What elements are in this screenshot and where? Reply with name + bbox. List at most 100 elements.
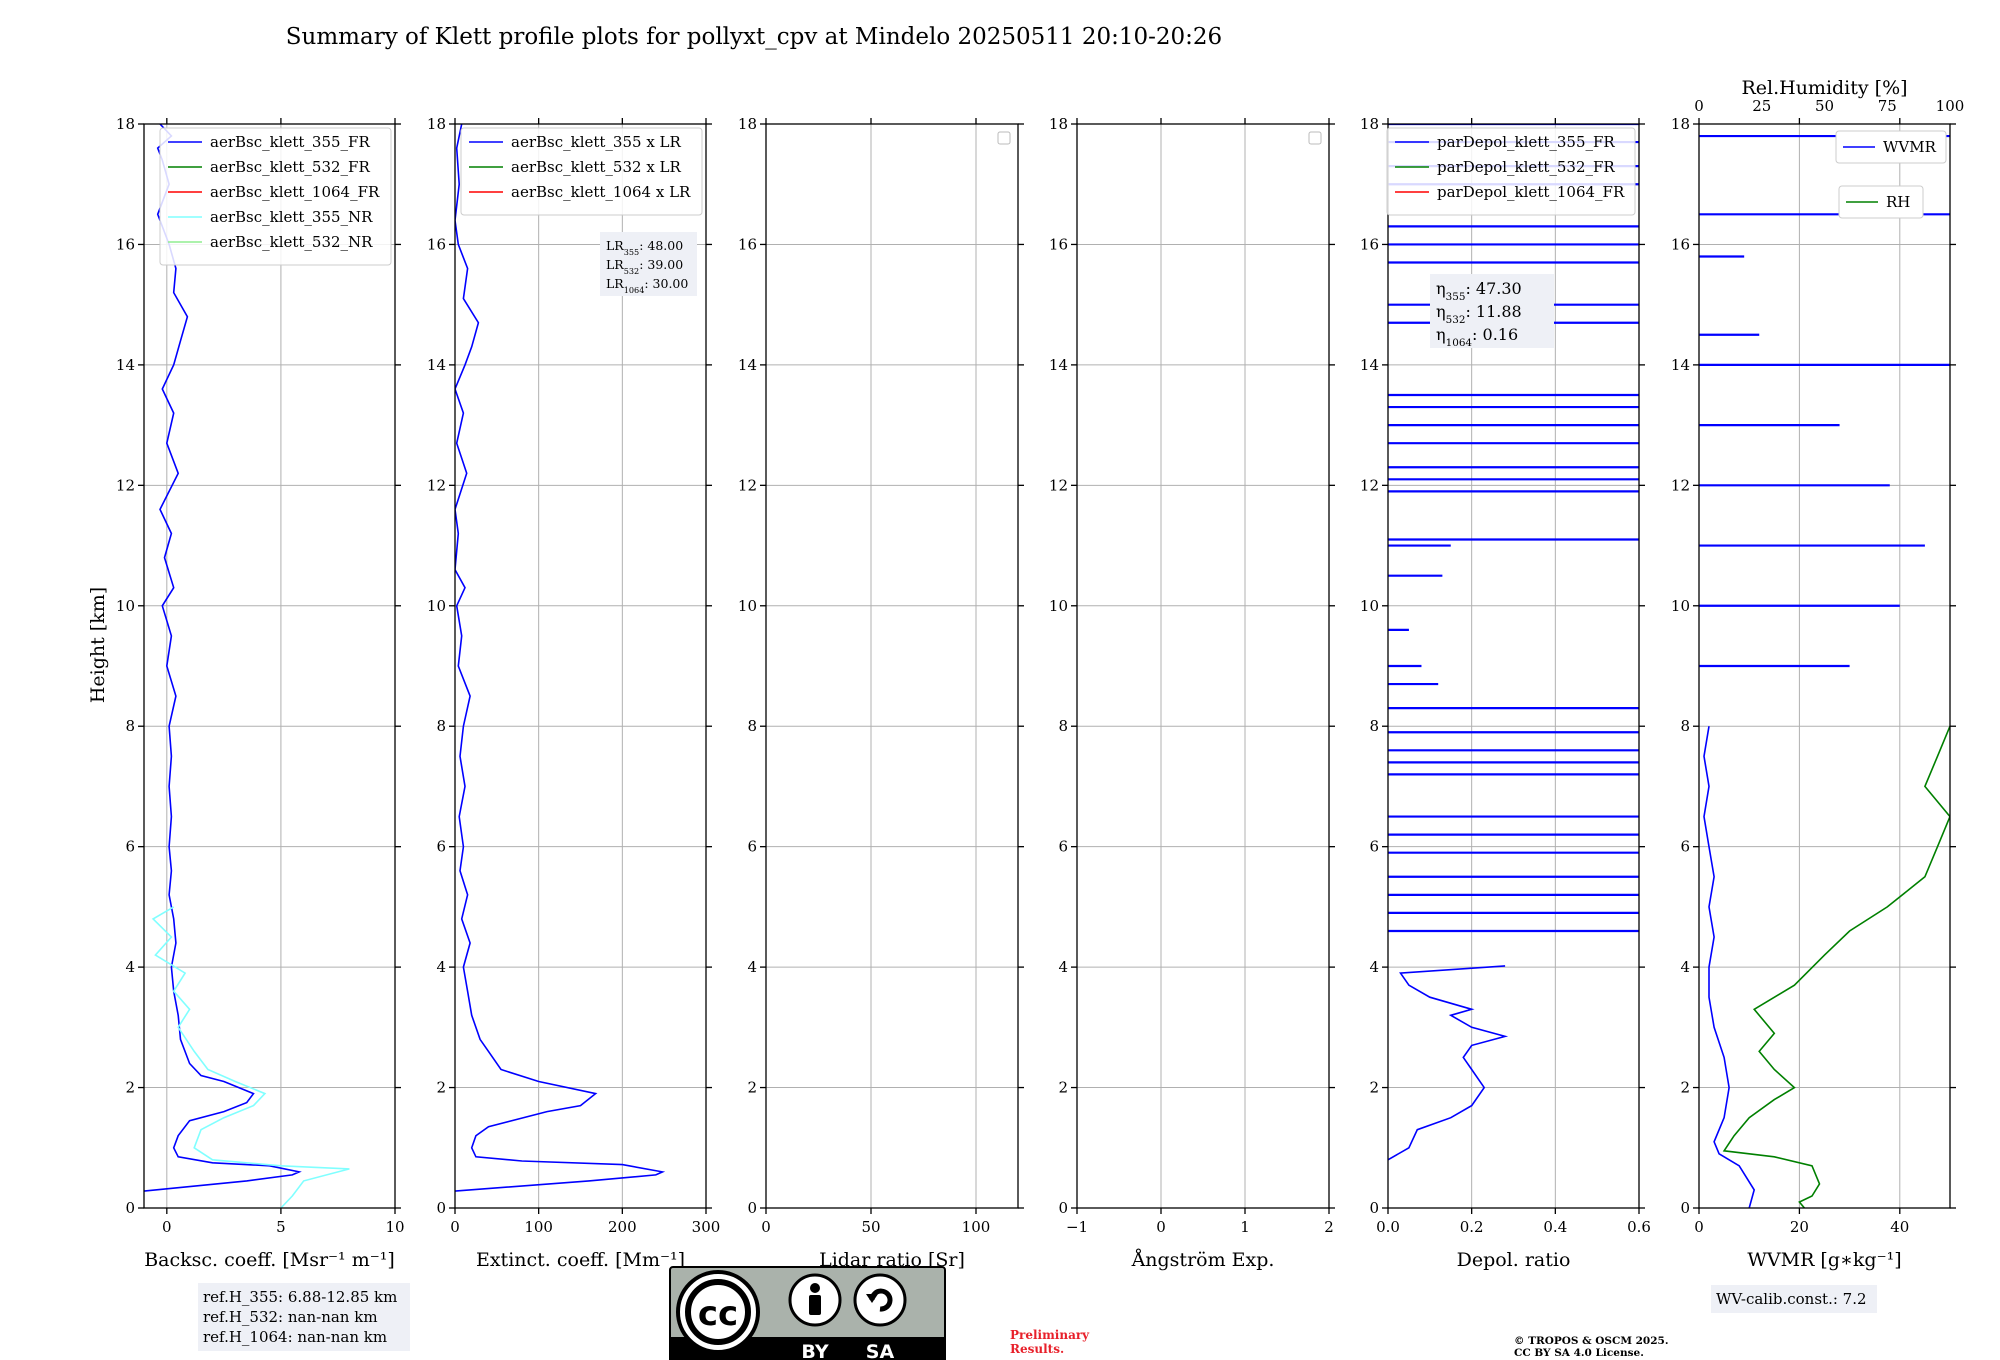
y-tick-label: 4 [1058, 958, 1068, 976]
series-group [455, 124, 666, 1192]
y-tick-label: 12 [427, 476, 446, 494]
x-tick-label: 300 [692, 1218, 721, 1236]
y-tick-label: 18 [1049, 115, 1068, 133]
legend-label: parDepol_klett_532_FR [1437, 158, 1615, 176]
x-tick-label: 200 [608, 1218, 637, 1236]
y-tick-label: 14 [1049, 356, 1068, 374]
y-tick-label: 0 [747, 1199, 757, 1217]
panel-backscatter: 0 5 10 0 2 4 6 8 10 12 14 16 18 Backsc. coeff. [Msr⁻¹… [116, 115, 405, 1271]
y-tick-label: 8 [1680, 717, 1690, 735]
cc-text: cc [698, 1294, 738, 1334]
x-tick-label: 0 [1694, 1218, 1704, 1236]
x-tick-label: 2 [1324, 1218, 1334, 1236]
preliminary-label-1: Preliminary [1010, 1328, 1090, 1342]
y-tick-label: 0 [436, 1199, 446, 1217]
copyright-line-1: © TROPOS & OSCM 2025. [1514, 1335, 1669, 1347]
wv-calib-box [1711, 1285, 1877, 1313]
y-tick-label: 18 [1360, 115, 1379, 133]
legend-rh: RH [1838, 185, 1924, 219]
y-tick-label: 16 [116, 235, 135, 253]
y-tick-label: 10 [738, 597, 757, 615]
panel-wvmr: 0 20 40 0 2 4 6 8 10 12 14 16 18 WVMR [g∗kg⁻¹] 0 25 50 75… [1671, 77, 1964, 1271]
y-tick-label: 12 [1049, 476, 1068, 494]
y-tick-label: 2 [1680, 1079, 1690, 1097]
panel-extinction: 0 100 200 300 0 2 4 6 8 10 12 14 16 18 Extinct. coeff.… [427, 115, 720, 1271]
series-group [1699, 134, 1950, 1208]
y-tick-label: 12 [116, 476, 135, 494]
y-tick-label: 0 [1369, 1199, 1379, 1217]
empty-legend-box [997, 131, 1011, 145]
axes-frame [1387, 123, 1640, 1209]
y-tick-label: 16 [738, 235, 757, 253]
y-tick-label: 18 [427, 115, 446, 133]
y-tick-label: 12 [738, 476, 757, 494]
y-tick-label: 0 [1680, 1199, 1690, 1217]
legend-label: aerBsc_klett_1064 x LR [511, 183, 691, 201]
y-tick-label: 14 [738, 356, 757, 374]
legend-label: parDepol_klett_1064_FR [1437, 183, 1625, 201]
y-tick-label: 6 [1369, 838, 1379, 856]
chart-title: Summary of Klett profile plots for polly… [286, 24, 1222, 50]
legend-label: aerBsc_klett_532_FR [210, 158, 370, 176]
x-axis-label: Extinct. coeff. [Mm⁻¹] [476, 1249, 685, 1271]
y-tick-label: 8 [747, 717, 757, 735]
x-tick-label: 100 [962, 1218, 991, 1236]
y-tick-label: 18 [738, 115, 757, 133]
y-tick-label: 14 [1360, 356, 1379, 374]
lidar-ratio-1064: LR1064: 30.00 [606, 276, 688, 295]
y-tick-label: 14 [427, 356, 446, 374]
cc-license-badge[interactable]: cc BY SA [669, 1266, 946, 1360]
panel-lidar_ratio: 0 50 100 0 2 4 6 8 10 12 14 16 18 Lidar ratio [Sr] [738, 115, 1024, 1271]
x-axis-label: Backsc. coeff. [Msr⁻¹ m⁻¹] [144, 1249, 395, 1271]
y-tick-label: 0 [125, 1199, 135, 1217]
x2-tick-label: 100 [1936, 97, 1965, 115]
lidar-ratio-532: LR532: 39.00 [606, 257, 683, 276]
legend-label: aerBsc_klett_1064_FR [210, 183, 380, 201]
legend: aerBsc_klett_355_FR aerBsc_klett_532_FRae… [159, 127, 392, 266]
y-tick-label: 8 [1369, 717, 1379, 735]
x-tick-label: 10 [385, 1218, 404, 1236]
x-axis-label: WVMR [g∗kg⁻¹] [1747, 1249, 1901, 1271]
y-tick-label: 16 [1671, 235, 1690, 253]
x-tick-label: 0 [162, 1218, 172, 1236]
y-tick-label: 10 [1049, 597, 1068, 615]
x-axis-label: Lidar ratio [Sr] [819, 1249, 965, 1271]
x2-axis-label: Rel.Humidity [%] [1741, 77, 1907, 99]
x2-tick-label: 0 [1694, 97, 1704, 115]
y-tick-label: 6 [1058, 838, 1068, 856]
x-tick-label: 50 [861, 1218, 880, 1236]
y-tick-label: 10 [116, 597, 135, 615]
y-tick-label: 4 [436, 958, 446, 976]
ref-height-532: ref.H_532: nan-nan km [203, 1308, 378, 1326]
y-tick-label: 14 [116, 356, 135, 374]
legend-label-wvmr: WVMR [1883, 138, 1937, 156]
panel-depol: 0.0 0.2 0.4 0.6 0 2 4 6 8 10 12 14 16 18 Depol. ratio p… [1360, 115, 1651, 1271]
legend-label: aerBsc_klett_355_NR [210, 208, 373, 226]
x-axis-label: Depol. ratio [1457, 1249, 1571, 1271]
y-tick-label: 18 [1671, 115, 1690, 133]
y-tick-label: 4 [1369, 958, 1379, 976]
by-label: BY [801, 1341, 828, 1360]
y-tick-label: 4 [125, 958, 135, 976]
legend-box [159, 127, 392, 266]
series-group [144, 124, 350, 1208]
empty-legend-box [1308, 131, 1322, 145]
axes-frame [454, 123, 707, 1209]
lidar-ratio-355: LR355: 48.00 [606, 238, 683, 257]
x2-tick-label: 25 [1752, 97, 1771, 115]
y-axis-label: Height [km] [87, 587, 109, 703]
eta-355: η355: 47.30 [1436, 279, 1522, 303]
legend: aerBsc_klett_355 x LR aerBsc_klett_532 x … [460, 127, 703, 216]
eta-532: η532: 11.88 [1436, 302, 1522, 326]
series-line-aerBsc_klett_355_FR [144, 124, 302, 1192]
x-tick-label: −1 [1066, 1218, 1088, 1236]
x-tick-label: 100 [524, 1218, 553, 1236]
y-tick-label: 8 [125, 717, 135, 735]
y-tick-label: 2 [1058, 1079, 1068, 1097]
x-tick-label: 0 [450, 1218, 460, 1236]
legend-label: aerBsc_klett_355 x LR [511, 133, 682, 151]
x-tick-label: 20 [1790, 1218, 1809, 1236]
